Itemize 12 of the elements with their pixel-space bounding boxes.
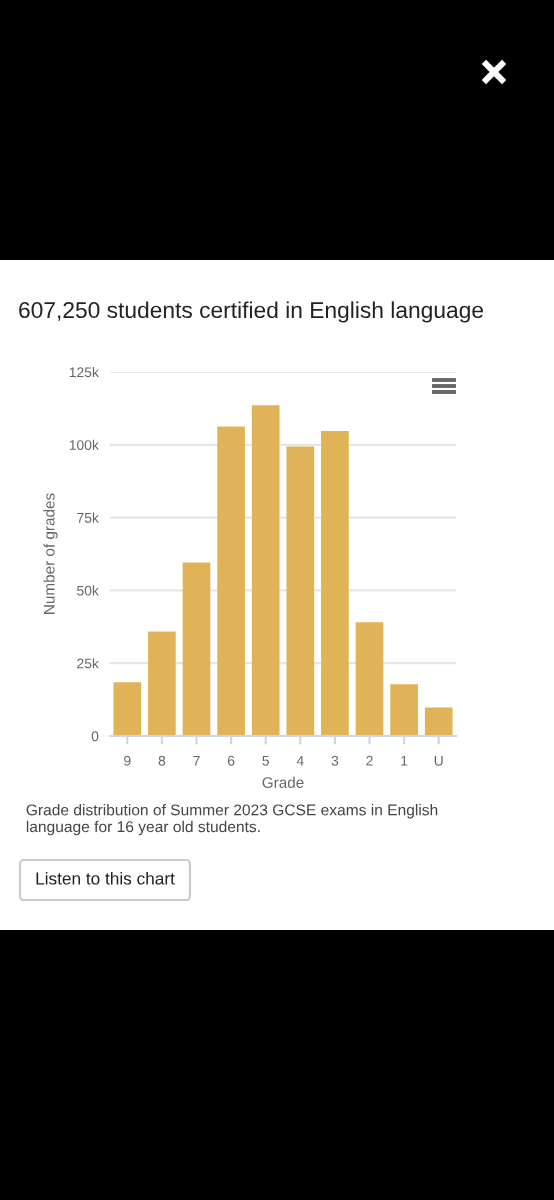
bar <box>390 684 418 736</box>
bar <box>251 405 280 736</box>
bar <box>113 682 142 736</box>
bar <box>321 431 349 736</box>
bar <box>355 622 384 736</box>
chart-title: 607,250 students certified in English language <box>19 301 483 323</box>
bar <box>424 707 453 736</box>
text: Listen to this chart <box>36 871 175 885</box>
bar <box>217 426 245 736</box>
bar <box>182 562 211 736</box>
bar <box>286 446 315 736</box>
bar <box>148 631 176 736</box>
